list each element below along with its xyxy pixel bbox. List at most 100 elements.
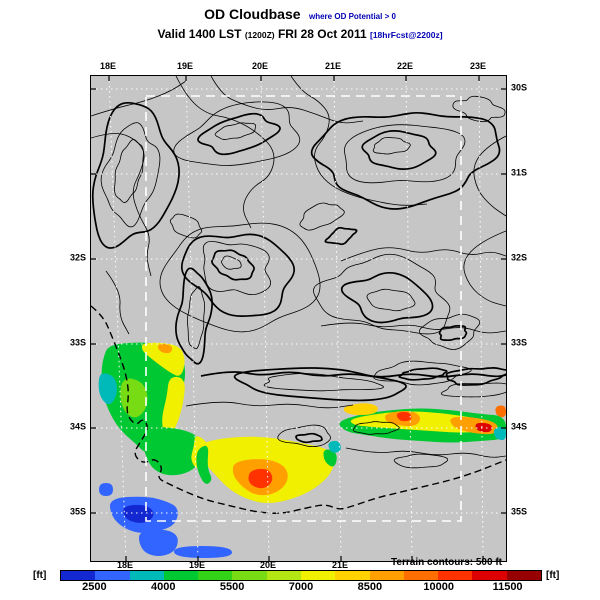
coastline bbox=[91, 305, 506, 514]
terrain-contour bbox=[175, 267, 213, 365]
terrain-contour bbox=[366, 288, 416, 312]
cloudbase-patch bbox=[495, 405, 506, 418]
terrain-contour bbox=[310, 111, 501, 210]
lon-label-top: 19E bbox=[176, 61, 194, 71]
terrain-contours-note: Terrain contours: 500 ft bbox=[391, 557, 502, 568]
terrain-contour bbox=[263, 373, 384, 392]
lat-label-right: 32S bbox=[511, 252, 528, 263]
valid-time-line: Valid 1400 LST (1200Z) FRI 28 Oct 2011 [… bbox=[0, 27, 600, 43]
lat-label-left: 35S bbox=[69, 506, 86, 517]
lat-label-right: 35S bbox=[511, 506, 528, 517]
chart-title-line: OD Cloudbase where OD Potential > 0 bbox=[0, 5, 600, 26]
unit-label-right: [ft] bbox=[546, 570, 560, 581]
terrain-contour bbox=[313, 253, 451, 335]
colorbar-segment bbox=[163, 571, 199, 580]
terrain-contour bbox=[197, 112, 281, 156]
colorbar-segment bbox=[472, 571, 507, 580]
lon-label-top: 22E bbox=[396, 61, 414, 71]
valid-date-label: FRI 28 Oct 2011 bbox=[277, 26, 367, 41]
terrain-contour bbox=[159, 222, 321, 333]
terrain-contour bbox=[440, 382, 506, 398]
terrain-contour bbox=[452, 95, 506, 123]
lat-label-right: 34S bbox=[511, 421, 528, 432]
terrain-contour bbox=[210, 76, 364, 124]
valid-time-label: Valid 1400 LST bbox=[157, 26, 242, 41]
terrain-contour bbox=[340, 271, 434, 324]
lon-label-top: 21E bbox=[324, 61, 342, 71]
colorbar-segment bbox=[300, 571, 336, 580]
terrain-contour bbox=[114, 139, 144, 203]
colorbar-segment bbox=[506, 571, 541, 580]
terrain-contour bbox=[180, 233, 296, 317]
colorbar-segment bbox=[198, 571, 233, 580]
cloudbase-patch bbox=[323, 449, 337, 467]
terrain-contour bbox=[91, 80, 187, 117]
valid-zulu-label: (1200Z) bbox=[244, 29, 275, 40]
terrain-contour bbox=[185, 401, 354, 409]
terrain-contour bbox=[373, 360, 472, 386]
lon-label-top: 20E bbox=[251, 61, 269, 71]
colorbar-segment bbox=[129, 571, 164, 580]
lon-label-top: 18E bbox=[99, 61, 117, 71]
terrain-contour bbox=[320, 322, 506, 334]
terrain-contour bbox=[372, 136, 411, 155]
cloudbase-patch bbox=[343, 403, 378, 415]
terrain-contour bbox=[418, 313, 481, 350]
terrain-contour bbox=[295, 432, 323, 444]
colorbar-tick-label: 5500 bbox=[219, 581, 245, 593]
colorbar-tick-label: 10000 bbox=[423, 581, 454, 593]
terrain-contour bbox=[91, 101, 180, 249]
colorbar-segment bbox=[266, 571, 301, 580]
colorbar-tick-label: 4000 bbox=[151, 581, 176, 593]
terrain-contour bbox=[290, 76, 428, 206]
lat-label-left: 34S bbox=[69, 421, 86, 432]
lat-label-right: 31S bbox=[511, 167, 528, 178]
terrain-contour bbox=[173, 101, 301, 166]
terrain-contour bbox=[175, 76, 275, 229]
gridline-meridian bbox=[260, 76, 270, 561]
cloudbase-patch bbox=[248, 468, 273, 489]
colorbar-segment bbox=[335, 571, 370, 580]
colorbar-tick-label: 11500 bbox=[492, 581, 523, 593]
nest-boundary bbox=[145, 95, 462, 522]
terrain-contour bbox=[473, 135, 506, 217]
cloudbase-patch bbox=[493, 426, 506, 441]
cloudbase-patch bbox=[141, 342, 185, 376]
cloudbase-patch bbox=[196, 445, 212, 484]
terrain-contour bbox=[345, 447, 506, 458]
colorbar-segment bbox=[95, 571, 130, 580]
terrain-contour bbox=[221, 255, 242, 270]
cloudbase-patch bbox=[475, 422, 493, 433]
terrain-contour bbox=[233, 367, 407, 402]
terrain-contour bbox=[445, 367, 506, 386]
cloudbase-patch bbox=[162, 376, 185, 436]
colorbar-segment bbox=[403, 571, 439, 580]
lat-label-left: 32S bbox=[69, 252, 86, 263]
colorbar bbox=[60, 570, 542, 581]
terrain-contour bbox=[361, 130, 437, 170]
cloudbase-patch bbox=[396, 411, 412, 422]
terrain-contour bbox=[344, 124, 466, 184]
lat-label-left: 33S bbox=[69, 337, 86, 348]
terrain-contour bbox=[463, 230, 506, 307]
colorbar-segment bbox=[61, 571, 96, 580]
gridline-meridian bbox=[108, 76, 127, 561]
terrain-contour bbox=[211, 249, 255, 281]
lon-label-bottom: 20E bbox=[259, 560, 277, 570]
cloudbase-patch bbox=[157, 343, 173, 354]
lon-label-bottom: 19E bbox=[188, 560, 206, 570]
colorbar-segment bbox=[438, 571, 473, 580]
map-plot-area bbox=[90, 75, 507, 562]
lat-label-right: 30S bbox=[511, 82, 528, 93]
colorbar-segment bbox=[369, 571, 404, 580]
terrain-contour bbox=[202, 240, 272, 296]
chart-title: OD Cloudbase bbox=[204, 6, 301, 22]
terrain-contour bbox=[200, 371, 506, 378]
terrain-contour bbox=[299, 202, 345, 231]
terrain-contour bbox=[352, 421, 400, 435]
gridline-meridian bbox=[333, 76, 342, 561]
lon-label-bottom: 21E bbox=[331, 560, 349, 570]
terrain-contour bbox=[324, 226, 358, 246]
gridline-meridian bbox=[185, 76, 199, 561]
lat-label-right: 33S bbox=[511, 337, 528, 348]
